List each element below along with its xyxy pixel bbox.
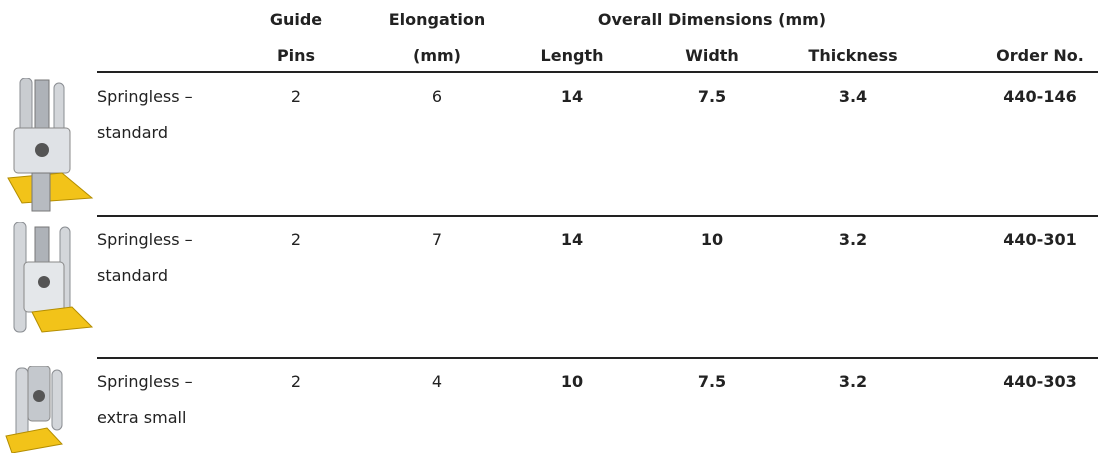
header-cell: Width [685, 46, 739, 65]
table-cell: 6 [431, 87, 443, 106]
product-image [5, 366, 63, 453]
header-cell: Elongation [388, 10, 486, 29]
table-cell: 4 [431, 372, 443, 391]
row-rule [97, 357, 1098, 359]
table-cell: 7 [431, 230, 443, 249]
header-cell: Overall Dimensions (mm) [597, 10, 827, 29]
table-cell: 7.5 [697, 87, 727, 106]
product-name: standard [97, 123, 168, 142]
table-cell: 10 [560, 372, 584, 391]
product-name: Springless – [97, 230, 193, 249]
header-cell: Guide [269, 10, 323, 29]
header-cell: Length [540, 46, 604, 65]
table-cell: 14 [560, 230, 584, 249]
row-rule [97, 215, 1098, 217]
table-cell: 2 [290, 230, 302, 249]
table-cell: 7.5 [697, 372, 727, 391]
product-name: Springless – [97, 372, 193, 391]
product-image [13, 222, 94, 333]
table-cell: 14 [560, 87, 584, 106]
header-cell: Thickness [808, 46, 898, 65]
product-name: standard [97, 266, 168, 285]
table-cell: 440-146 [1003, 87, 1077, 106]
table-cell: 3.4 [838, 87, 868, 106]
product-name: extra small [97, 408, 187, 427]
table-cell: 2 [290, 87, 302, 106]
table-cell: 3.2 [838, 372, 868, 391]
table-cell: 440-301 [1003, 230, 1077, 249]
table-cell: 3.2 [838, 230, 868, 249]
header-cell: Order No. [996, 46, 1084, 65]
header-cell: (mm) [413, 46, 461, 65]
table-cell: 10 [700, 230, 724, 249]
table-cell: 440-303 [1003, 372, 1077, 391]
product-image [7, 78, 94, 212]
table-cell: 2 [290, 372, 302, 391]
product-name: Springless – [97, 87, 193, 106]
header-cell: Pins [276, 46, 316, 65]
header-rule [97, 71, 1098, 73]
